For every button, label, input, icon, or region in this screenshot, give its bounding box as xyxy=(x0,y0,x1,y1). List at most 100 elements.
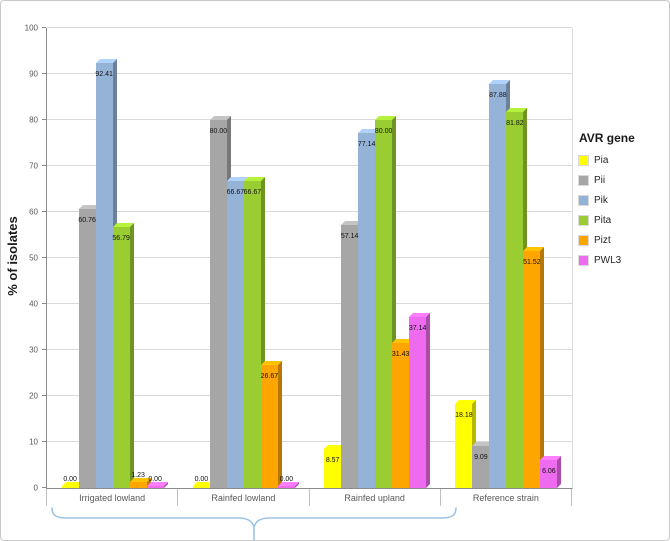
value-label: 37.14 xyxy=(408,325,427,333)
value-label: 81.82 xyxy=(506,119,524,127)
legend-label: Pia xyxy=(594,155,609,166)
bar-side-face xyxy=(277,361,282,488)
bar-group-3: 8.57 57.14 77.14 80.00 31.43 37.14 xyxy=(310,28,441,488)
y-axis-tick xyxy=(42,73,46,74)
bar-pita: 80.00 xyxy=(375,116,397,488)
bar-pik: 66.67 xyxy=(226,177,248,488)
y-axis-tick xyxy=(42,211,46,212)
legend-label: Pizt xyxy=(594,235,611,246)
value-label: 1.23 xyxy=(131,472,145,480)
value-label: 77.14 xyxy=(357,141,376,149)
gridline xyxy=(47,165,572,166)
y-axis-tick-label: 100 xyxy=(24,23,38,33)
bar-pizt: 51.52 xyxy=(523,247,545,488)
value-label: 9.09 xyxy=(474,454,488,462)
gridline xyxy=(47,349,572,350)
legend-title: AVR gene xyxy=(579,131,635,145)
y-axis-tick-label: 40 xyxy=(29,299,38,309)
gridline xyxy=(47,119,572,120)
gridline xyxy=(47,211,572,212)
bar-pii: 9.09 xyxy=(472,442,494,488)
legend-items: Pia Pii Pik Pita Pizt PWL3 xyxy=(579,155,667,266)
value-label: 60.76 xyxy=(78,216,96,224)
legend-label: PWL3 xyxy=(594,255,622,266)
legend-item-pii: Pii xyxy=(579,175,667,186)
y-axis-tick-label: 20 xyxy=(29,391,38,401)
y-axis-tick xyxy=(42,257,46,258)
legend-swatch xyxy=(579,196,588,205)
bar-pii: 80.00 xyxy=(209,116,231,488)
value-label: 80.00 xyxy=(209,128,228,135)
legend-item-pwl3: PWL3 xyxy=(579,255,667,266)
value-label: 8.57 xyxy=(325,456,340,464)
y-axis-tick-label: 0 xyxy=(33,483,38,493)
y-axis-tick-label: 60 xyxy=(29,207,38,217)
value-label: 31.43 xyxy=(391,351,410,359)
gridline xyxy=(47,441,572,442)
legend-swatch xyxy=(579,156,588,165)
value-label: 51.52 xyxy=(523,259,541,267)
gridline xyxy=(47,395,572,396)
bar-pita: 81.82 xyxy=(506,107,528,488)
legend-label: Pii xyxy=(594,175,606,186)
y-axis-tick xyxy=(42,349,46,350)
category-label: Rainfed lowland xyxy=(178,489,310,506)
bar-group-4: 18.18 9.09 87.88 81.82 51.52 6.06 xyxy=(441,28,572,488)
gridline xyxy=(47,27,572,28)
value-label: 0.00 xyxy=(63,476,77,484)
bar-pita: 56.79 xyxy=(112,222,134,488)
legend-item-pik: Pik xyxy=(579,195,667,206)
value-label: 92.41 xyxy=(95,70,113,78)
bar-pizt: 31.43 xyxy=(391,339,414,488)
legend-swatch xyxy=(579,216,588,225)
bar-pii: 60.76 xyxy=(78,204,100,488)
value-label: 57.14 xyxy=(340,233,359,241)
y-axis-tick-label: 10 xyxy=(29,437,38,447)
y-axis-tick xyxy=(42,119,46,120)
bar-pwl3: 37.14 xyxy=(408,313,431,488)
value-label: 6.06 xyxy=(542,468,556,476)
y-axis-tick xyxy=(42,165,46,166)
y-axis-tick-label: 90 xyxy=(29,69,38,79)
bar-pii: 57.14 xyxy=(340,221,363,488)
bar-side-face xyxy=(540,247,545,488)
bar-pita: 66.67 xyxy=(244,177,265,488)
bar-pwl3: 0.00 xyxy=(146,476,168,488)
y-axis-tick xyxy=(42,395,46,396)
bar-pizt: 1.23 xyxy=(129,472,151,488)
legend-label: Pita xyxy=(594,215,612,226)
group-brace xyxy=(51,507,457,540)
value-label: 56.79 xyxy=(112,234,130,242)
bar-pwl3: 6.06 xyxy=(540,456,562,488)
gridline xyxy=(47,73,572,74)
value-label: 0.00 xyxy=(279,476,294,484)
bar-side-face xyxy=(129,222,134,488)
bar-pwl3: 0.00 xyxy=(277,476,299,488)
bar-pia: 0.00 xyxy=(192,476,214,488)
y-axis-tick xyxy=(42,303,46,304)
y-axis-tick-label: 50 xyxy=(29,253,38,263)
legend-swatch xyxy=(579,256,588,265)
bar-pizt: 26.67 xyxy=(260,361,282,488)
bar-side-face xyxy=(557,456,562,488)
y-axis-tick-label: 80 xyxy=(29,115,38,125)
plot-area: 0.00 60.76 92.41 56.79 1.23 0.00 0.00 80.00 66.6… xyxy=(46,27,573,489)
category-label: Reference strain xyxy=(441,489,572,506)
legend-item-pita: Pita xyxy=(579,215,667,226)
y-axis: 0 10 20 30 40 50 60 70 80 90 100 xyxy=(1,24,46,493)
legend: AVR gene Pia Pii Pik Pita Pizt PWL3 xyxy=(579,131,667,275)
category-label: Rainfed upland xyxy=(310,489,441,506)
gridline xyxy=(47,303,572,304)
bar-group-1: 0.00 60.76 92.41 56.79 1.23 0.00 xyxy=(47,28,178,488)
legend-item-pizt: Pizt xyxy=(579,235,667,246)
value-label: 0.00 xyxy=(148,476,162,484)
value-label: 26.67 xyxy=(260,373,279,381)
y-axis-tick xyxy=(42,487,46,488)
bar-groups: 0.00 60.76 92.41 56.79 1.23 0.00 0.00 80.00 66.6… xyxy=(47,28,572,488)
gridline xyxy=(47,257,572,258)
bar-pia: 8.57 xyxy=(324,444,346,488)
legend-swatch xyxy=(579,236,588,245)
value-label: 66.67 xyxy=(226,189,245,197)
y-axis-tick-label: 70 xyxy=(29,161,38,171)
